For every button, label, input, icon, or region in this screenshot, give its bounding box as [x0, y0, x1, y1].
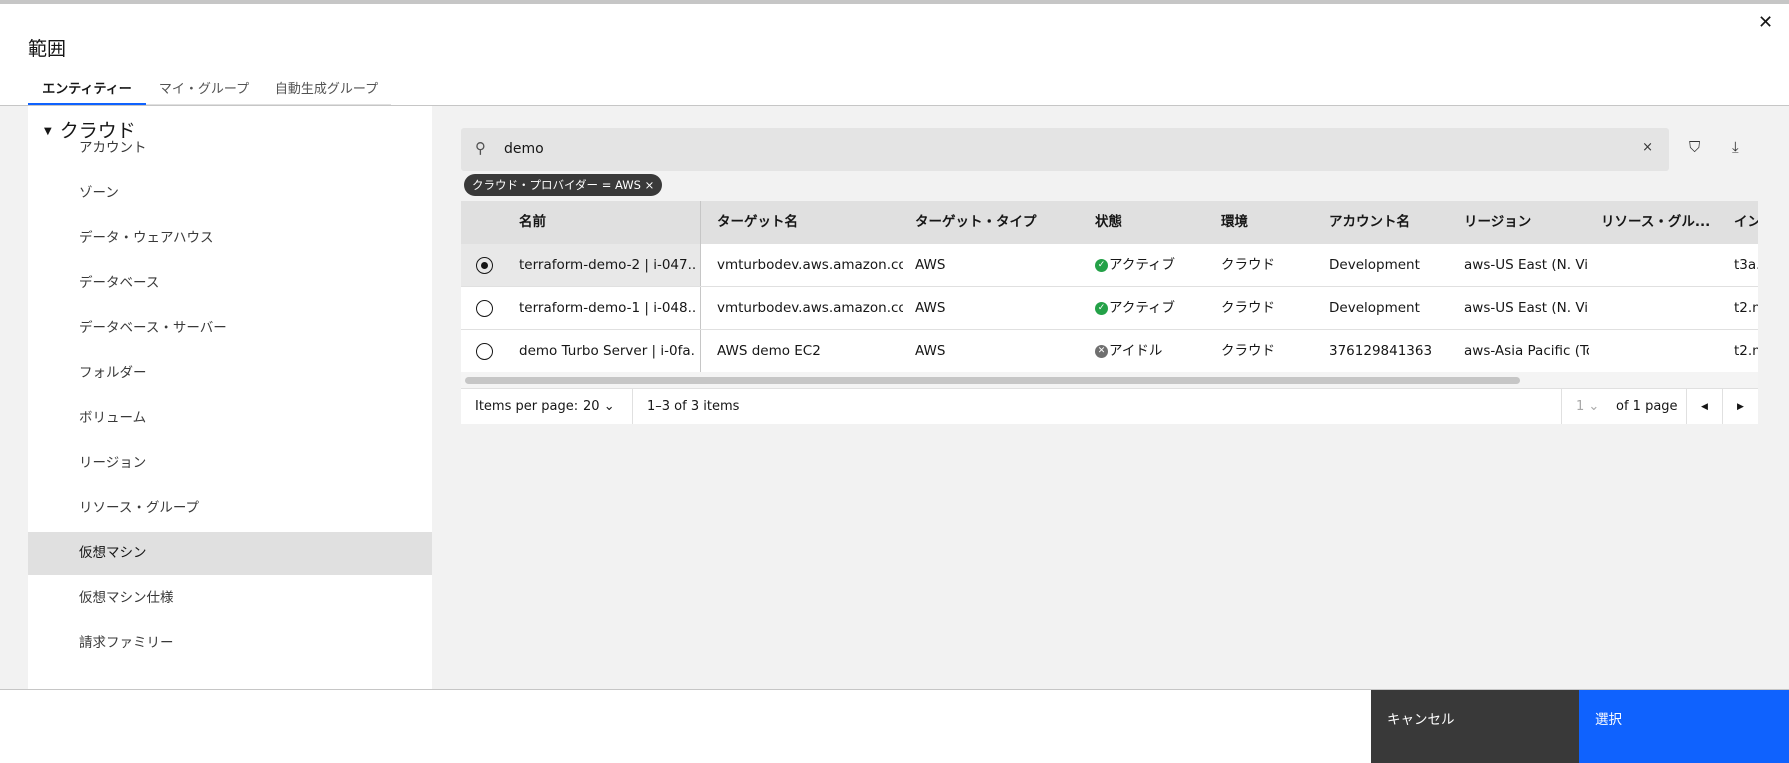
table-cell: demo Turbo Server | i-0fa...	[519, 343, 695, 359]
row-radio[interactable]	[476, 343, 493, 360]
table-cell: ✓ アクティブ	[1095, 244, 1211, 286]
download-icon[interactable]: ⤓	[1732, 138, 1739, 156]
caret-down-icon: ▼	[44, 126, 52, 137]
select-button[interactable]: 選択	[1579, 690, 1789, 763]
sidebar-item[interactable]: アカウント	[79, 140, 147, 156]
table-cell: t2.m	[1734, 343, 1758, 359]
table-cell: クラウド	[1221, 343, 1275, 359]
column-header[interactable]: ターゲット名	[717, 214, 798, 230]
table-cell: aws-Asia Pacific (Tok	[1464, 343, 1589, 359]
table-cell: クラウド	[1221, 300, 1275, 316]
status-active-icon: ✓	[1095, 258, 1108, 272]
column-header[interactable]: 環境	[1221, 214, 1248, 230]
sidebar-item[interactable]: データベース・サーバー	[79, 320, 227, 336]
status-text: アクティブ	[1109, 300, 1176, 316]
category-label: クラウド	[59, 120, 136, 142]
sidebar-item[interactable]: 仮想マシン仕様	[79, 590, 174, 606]
column-header[interactable]: 状態	[1095, 214, 1122, 230]
items-per-page-label: Items per page:	[475, 399, 579, 414]
table-cell: terraform-demo-2 | i-047...	[519, 257, 695, 273]
sidebar-item[interactable]: フォルダー	[79, 365, 147, 381]
table-row[interactable]: terraform-demo-1 | i-048... vmturbodev.aw…	[461, 287, 1758, 330]
chevron-down-icon: ⌄	[603, 399, 615, 414]
filter-chip[interactable]: クラウド・プロバイダー = AWS ×	[464, 174, 663, 196]
dialog-footer: キャンセル 選択	[0, 689, 1789, 763]
clear-search-icon[interactable]: ×	[1642, 140, 1653, 155]
table-cell: ✓ アクティブ	[1095, 287, 1211, 329]
search-value[interactable]: demo	[504, 141, 544, 157]
column-header[interactable]: リージョン	[1464, 214, 1532, 230]
top-bar	[0, 0, 1789, 4]
table-cell: 376129841363	[1329, 343, 1433, 359]
table-cell: terraform-demo-1 | i-048...	[519, 300, 695, 316]
column-header[interactable]: アカウント名	[1329, 214, 1410, 230]
items-per-page-value: 20	[583, 399, 600, 414]
table-cell: vmturbodev.aws.amazon.com	[717, 257, 903, 273]
close-icon[interactable]: ✕	[1758, 12, 1774, 33]
cancel-button[interactable]: キャンセル	[1371, 690, 1579, 763]
table-cell: aws-US East (N. Virg	[1464, 300, 1589, 316]
table-cell: AWS	[915, 257, 946, 273]
table-row[interactable]: terraform-demo-2 | i-047... vmturbodev.aw…	[461, 244, 1758, 287]
horizontal-scrollbar[interactable]	[461, 372, 1758, 388]
category-cloud[interactable]: ▼ クラウド	[44, 116, 136, 143]
tab-auto-groups[interactable]: 自動生成グループ	[262, 74, 391, 105]
entity-sidebar: ▼ クラウド アカウントゾーンデータ・ウェアハウス データベースデータベース・サーバ…	[28, 106, 432, 689]
item-range: 1–3 of 3 items	[632, 389, 739, 424]
prev-page-button[interactable]: ◀	[1686, 389, 1722, 424]
tab-entities[interactable]: エンティティー	[28, 74, 146, 105]
table-cell: AWS demo EC2	[717, 343, 821, 359]
scrollbar-thumb[interactable]	[465, 377, 1520, 384]
name-cell-bg	[461, 287, 701, 329]
row-radio[interactable]	[476, 257, 493, 274]
table-cell: AWS	[915, 300, 946, 316]
filter-icon[interactable]: ⛉	[1689, 138, 1701, 156]
sidebar-item[interactable]: データ・ウェアハウス	[79, 230, 214, 246]
remove-filter-icon[interactable]: ×	[644, 178, 655, 192]
table-cell: aws-US East (N. Virg	[1464, 257, 1589, 273]
entity-table: 名前 ターゲット名 ターゲット・タイプ 状態 環境 アカウント名 リージョン リソース・グル.…	[461, 201, 1758, 424]
table-cell: AWS	[915, 343, 946, 359]
search-icon: ⚲	[475, 139, 486, 157]
table-cell: t3a.n	[1734, 257, 1758, 273]
status-idle-icon: ✕	[1095, 344, 1108, 358]
table-header: 名前 ターゲット名 ターゲット・タイプ 状態 環境 アカウント名 リージョン リソース・グル.…	[461, 201, 1758, 244]
search-input[interactable]: ⚲ demo ×	[461, 128, 1669, 171]
status-active-icon: ✓	[1095, 301, 1108, 315]
items-per-page-select[interactable]: 20 ⌄	[583, 389, 621, 424]
column-header[interactable]: イン	[1734, 214, 1758, 230]
table-cell: vmturbodev.aws.amazon.com	[717, 300, 903, 316]
pagination: Items per page: 20 ⌄ 1–3 of 3 items 1 ⌄ …	[461, 388, 1758, 424]
tab-my-groups[interactable]: マイ・グループ	[146, 74, 262, 105]
of-pages: of 1 page	[1616, 399, 1678, 414]
sidebar-item[interactable]: 仮想マシン	[28, 532, 432, 575]
next-page-button[interactable]: ▶	[1722, 389, 1758, 424]
filter-chip-label: クラウド・プロバイダー = AWS	[472, 178, 641, 192]
table-cell: Development	[1329, 300, 1420, 316]
tab-list: エンティティー マイ・グループ 自動生成グループ	[28, 74, 391, 105]
column-header[interactable]: リソース・グル...	[1601, 214, 1711, 230]
status-text: アイドル	[1109, 343, 1163, 359]
column-header[interactable]: 名前	[519, 214, 546, 230]
page-select[interactable]: 1 ⌄	[1561, 389, 1605, 424]
sidebar-item[interactable]: ボリューム	[79, 410, 147, 426]
page-value: 1	[1576, 399, 1585, 414]
sidebar-item[interactable]: データベース	[79, 275, 160, 291]
table-cell: クラウド	[1221, 257, 1275, 273]
name-column-bg	[461, 201, 701, 244]
table-cell: t2.na	[1734, 300, 1758, 316]
name-cell-bg	[461, 244, 701, 286]
status-text: アクティブ	[1109, 257, 1176, 273]
table-cell: Development	[1329, 257, 1420, 273]
sidebar-item[interactable]: ゾーン	[79, 185, 119, 201]
column-header[interactable]: ターゲット・タイプ	[915, 214, 1037, 230]
table-cell: ✕ アイドル	[1095, 330, 1211, 372]
sidebar-item[interactable]: 請求ファミリー	[79, 635, 174, 651]
table-row[interactable]: demo Turbo Server | i-0fa... AWS demo EC2…	[461, 330, 1758, 373]
sidebar-item[interactable]: リージョン	[79, 455, 147, 471]
row-radio[interactable]	[476, 300, 493, 317]
name-cell-bg	[461, 330, 701, 372]
dialog-title: 範囲	[28, 38, 67, 60]
sidebar-item[interactable]: リソース・グループ	[79, 500, 200, 516]
